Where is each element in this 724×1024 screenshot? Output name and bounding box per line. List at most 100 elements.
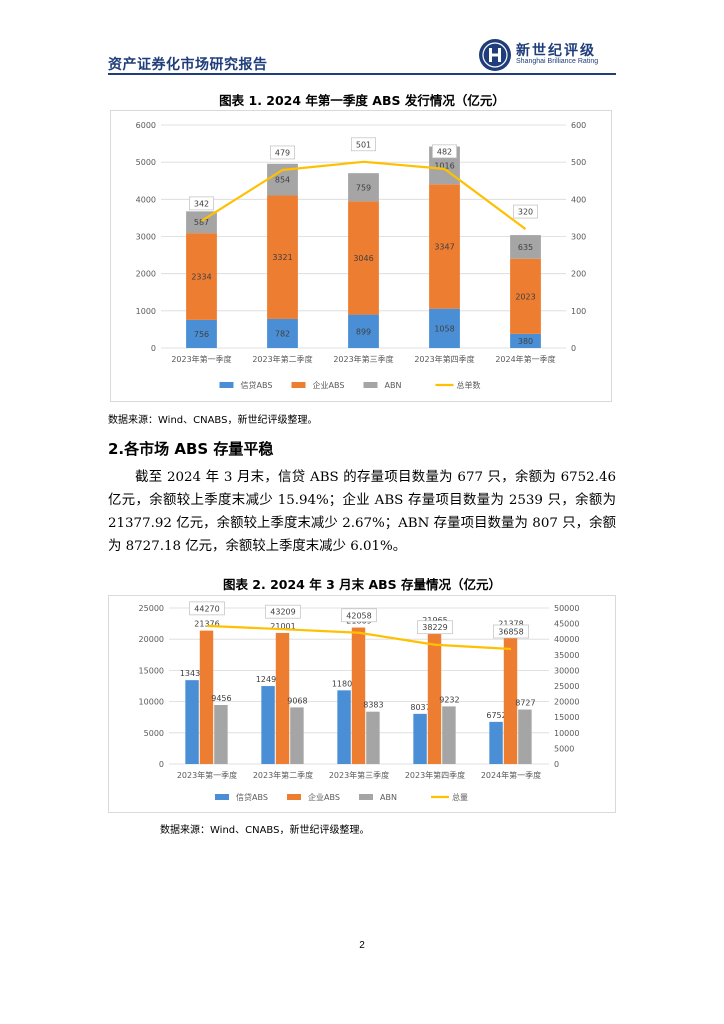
y-tick-label: 5000 — [144, 729, 164, 738]
figure1-source: 数据来源：Wind、CNABS，新世纪评级整理。 — [108, 415, 318, 426]
y2-tick-label: 15000 — [554, 713, 579, 722]
bar-segment — [348, 314, 379, 348]
data-label: 21001 — [270, 622, 295, 631]
y-tick-label: 6000 — [136, 121, 156, 130]
bar — [366, 711, 380, 764]
data-label: 1058 — [434, 324, 454, 333]
y2-tick-label: 25000 — [554, 682, 579, 691]
line-data-label: 36858 — [498, 628, 523, 637]
line-label-box — [189, 196, 214, 211]
line-data-label: 479 — [275, 148, 290, 157]
y-tick-label: 0 — [151, 344, 156, 353]
line-data-label: 38229 — [422, 623, 447, 632]
data-label: 1016 — [434, 161, 454, 170]
data-label: 3347 — [434, 242, 454, 251]
legend-swatch — [363, 382, 378, 388]
line-label-box — [351, 137, 376, 152]
figure2-svg: 0 5000 10000 15000 20000 25000 0 5000 10000 15000… — [139, 601, 579, 802]
bar — [442, 706, 456, 764]
y-tick-label: 5000 — [136, 158, 156, 167]
figure2-title: 图表 2. 2024 年 3 月末 ABS 存量情况（亿元） — [222, 577, 502, 592]
line-data-label: 44270 — [194, 604, 219, 613]
data-label: 380 — [518, 337, 533, 346]
line-label-box — [189, 601, 225, 616]
bar — [489, 721, 503, 764]
y2-tick-label: 30000 — [554, 666, 579, 675]
legend-label: ABN — [385, 381, 402, 390]
bar-segment — [348, 173, 379, 202]
report-title: 资产证券化市场研究报告 — [108, 57, 268, 73]
data-label: 3321 — [272, 253, 292, 262]
bar — [503, 630, 518, 764]
data-label: 9232 — [439, 695, 459, 704]
x-tick-label: 2023年第二季度 — [253, 770, 313, 780]
bar-segment — [429, 184, 460, 309]
line-series — [206, 624, 512, 651]
line-data-label: 501 — [356, 140, 371, 149]
bar — [185, 680, 199, 764]
bar — [199, 630, 214, 764]
bar-segment — [510, 235, 541, 259]
y-tick-label: 25000 — [139, 604, 164, 613]
data-label: 13436 — [180, 669, 205, 678]
bar-segment — [510, 258, 541, 334]
y-tick-label: 4000 — [136, 195, 156, 204]
x-tick-label: 2024年第一季度 — [481, 770, 541, 780]
legend-label: ABN — [380, 793, 397, 802]
line-label-box — [432, 144, 457, 159]
data-label: 587 — [194, 218, 209, 227]
y2-tick-label: 45000 — [554, 620, 579, 629]
line-series — [200, 160, 527, 230]
bar-segment — [186, 233, 217, 320]
section-heading: 2.各市场 ABS 存量平稳 — [108, 440, 274, 458]
bar — [275, 632, 290, 764]
y-tick-label: 15000 — [139, 666, 164, 675]
page-number: 2 — [359, 940, 365, 951]
data-label: 635 — [518, 243, 533, 252]
y2-tick-label: 35000 — [554, 651, 579, 660]
data-label: 21378 — [498, 620, 523, 629]
line-data-label: 42058 — [346, 611, 371, 620]
line-label-box — [341, 608, 377, 623]
y2-tick-label: 5000 — [554, 744, 574, 753]
figure1-title: 图表 1. 2024 年第一季度 ABS 发行情况（亿元） — [219, 93, 505, 108]
y-tick-label: 10000 — [139, 698, 164, 707]
data-label: 9456 — [211, 694, 231, 703]
data-label: 854 — [275, 176, 290, 185]
figure2-chart: 0 5000 10000 15000 20000 25000 0 5000 10000 15000… — [108, 595, 616, 813]
data-label: 9068 — [287, 696, 307, 705]
legend-label: 总单数 — [457, 380, 481, 390]
x-tick-label: 2023年第三季度 — [329, 770, 389, 780]
bar — [427, 626, 442, 764]
y-tick-label: 2000 — [136, 270, 156, 279]
x-tick-label: 2023年第四季度 — [405, 770, 465, 780]
data-label: 8037 — [410, 703, 430, 712]
section-paragraph: 截至 2024 年 3 月末，信贷 ABS 的存量项目数量为 677 只，余额为… — [108, 470, 616, 554]
logo-english-name: Shanghai Brilliance Rating — [516, 58, 599, 65]
legend-swatch — [359, 794, 373, 800]
legend-swatch — [219, 382, 234, 388]
brilliance-logo-icon — [479, 39, 511, 71]
y-tick-label: 3000 — [136, 233, 156, 242]
logo-chinese-name: 新世纪评级 — [516, 43, 596, 59]
line-data-label: 43209 — [270, 608, 295, 617]
x-tick-label: 2023年第四季度 — [414, 354, 474, 364]
y2-tick-label: 0 — [571, 344, 576, 353]
data-label: 782 — [275, 329, 290, 338]
line-label-box — [493, 624, 529, 639]
bar — [518, 709, 532, 764]
bar-segment — [348, 201, 379, 315]
line-label-box — [513, 204, 538, 219]
header-divider — [108, 73, 616, 75]
legend-swatch — [215, 794, 229, 800]
data-label: 2023 — [515, 292, 535, 301]
y2-tick-label: 10000 — [554, 729, 579, 738]
bar-segment — [186, 319, 217, 348]
line-data-label: 320 — [518, 208, 533, 217]
legend-swatch — [291, 382, 306, 388]
legend-label: 企业ABS — [313, 380, 345, 390]
data-label: 899 — [356, 327, 371, 336]
line-label-box — [417, 620, 453, 635]
data-label: 756 — [194, 330, 209, 339]
bar — [290, 707, 304, 764]
